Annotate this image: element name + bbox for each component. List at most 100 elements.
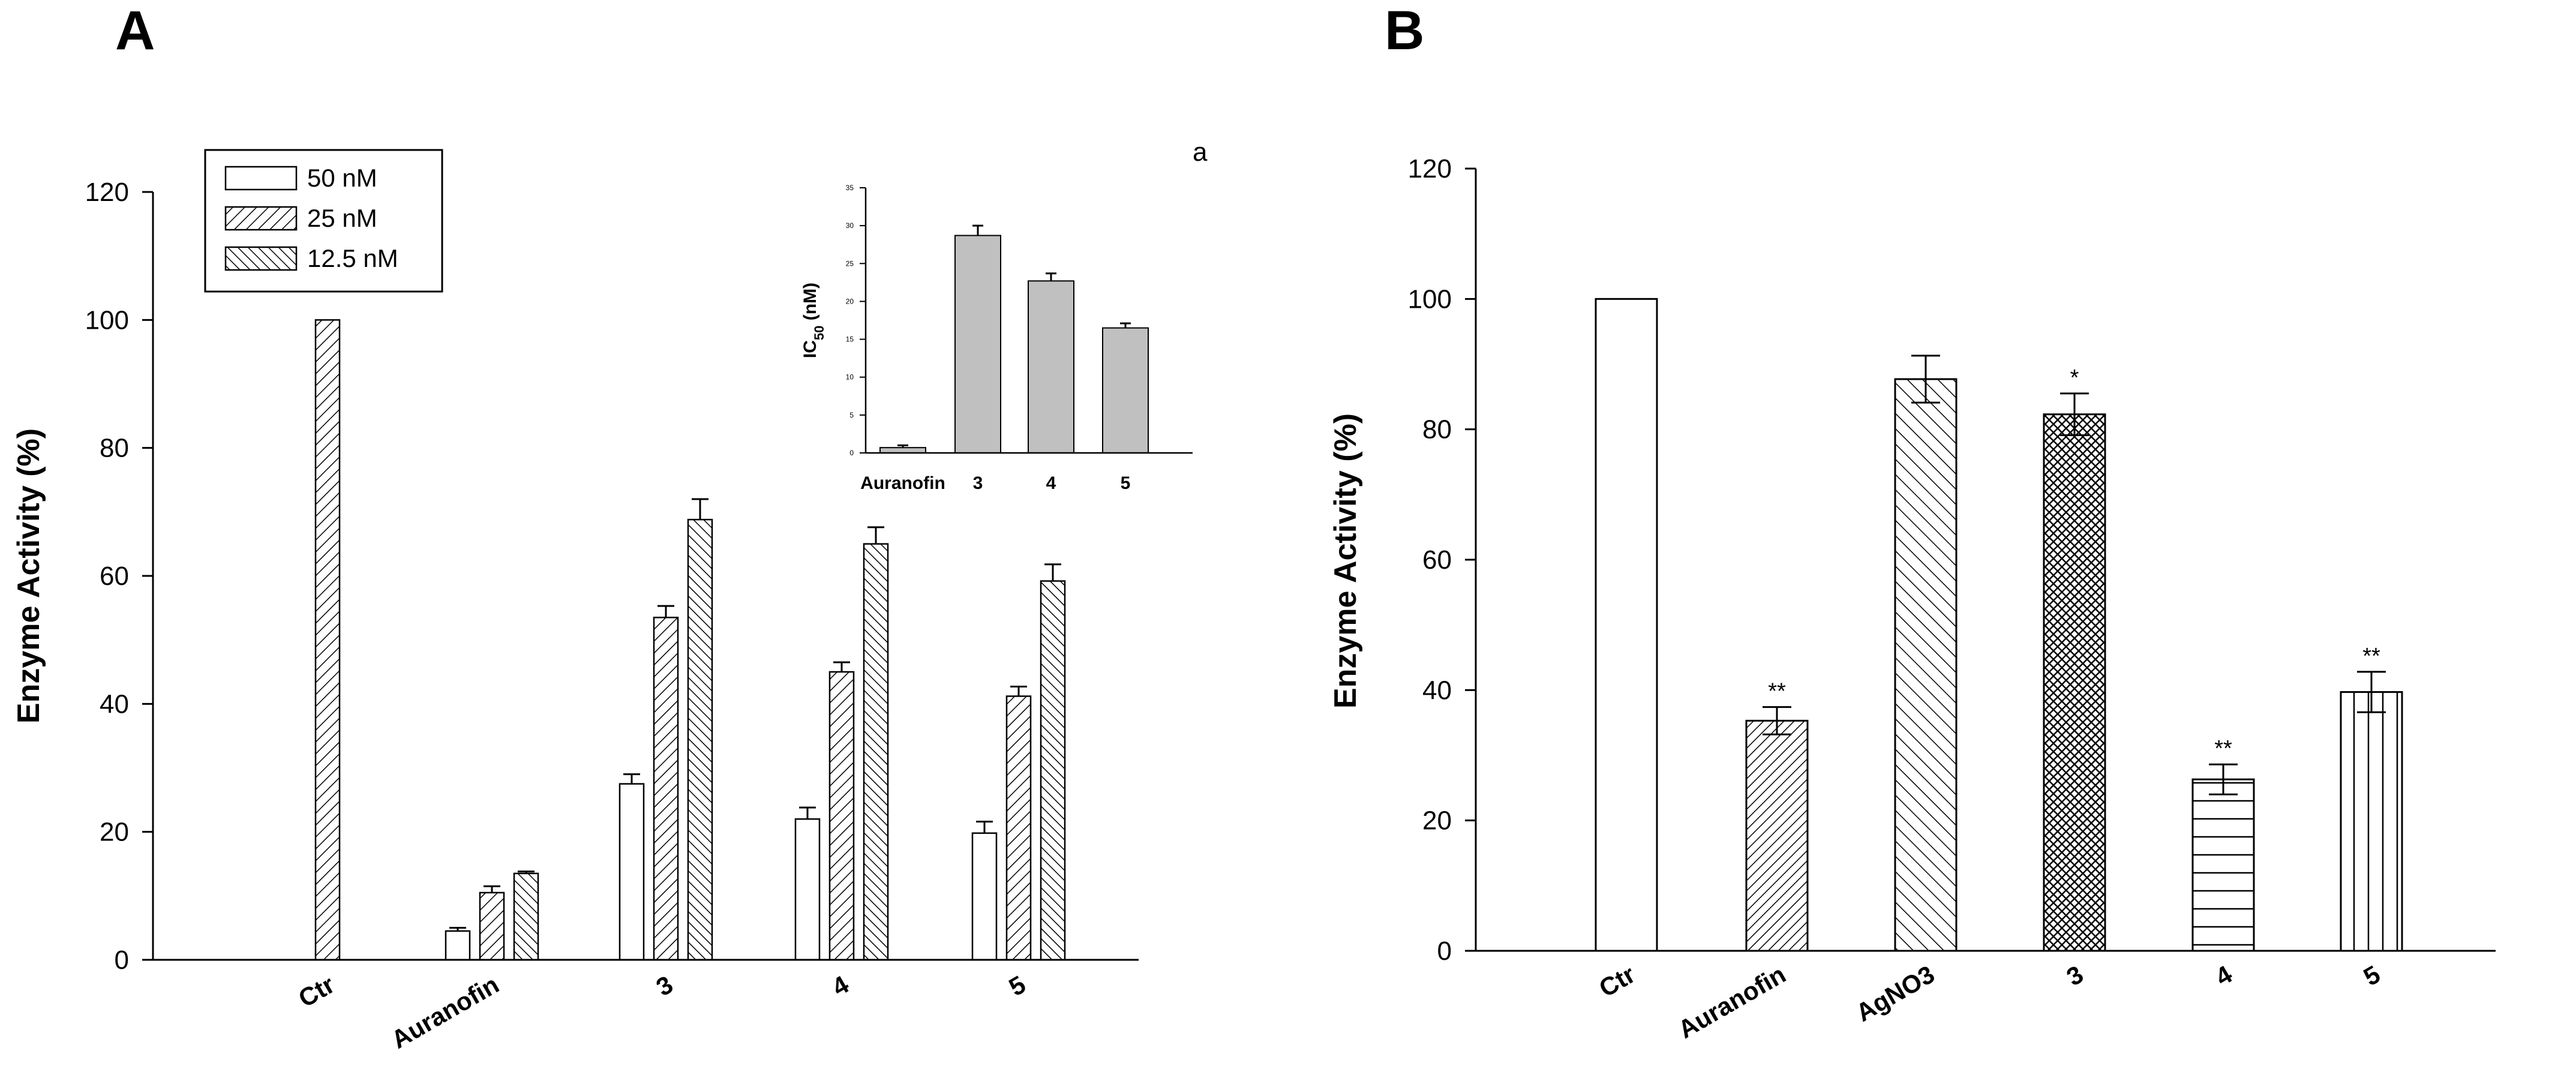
- inset-bar-5: [1102, 327, 1149, 454]
- inset-ylabel-unit: (nM): [800, 283, 820, 326]
- panel-b-bar-ctr: [1595, 298, 1658, 952]
- panel-b-error-lower-4: [2209, 779, 2238, 795]
- panel-a-error-4-50-nm: [799, 806, 816, 819]
- panel-a-bar-auranofin-50-nm: [445, 930, 471, 961]
- panel-a-error-auranofin-12-5-nm: [518, 870, 535, 873]
- inset-category-label-5: 5: [1121, 473, 1131, 493]
- panel-a-error-5-25-nm: [1010, 686, 1027, 696]
- legend-swatch-25nm: [224, 206, 298, 231]
- inset-bar-auranofin: [879, 447, 926, 454]
- legend-label-50nm: 50 nM: [307, 164, 377, 192]
- inset-y-tick-label: 20: [846, 297, 854, 305]
- legend-swatch-12-5nm: [224, 246, 298, 271]
- panel-b-error-agno3: [1911, 355, 1940, 379]
- panel-b-error-lower-5: [2357, 692, 2386, 713]
- panel-a-category-label-3: 3: [651, 970, 678, 1001]
- panel-a-error-4-12-5-nm: [867, 526, 884, 544]
- panel-a-y-axis-title: Enzyme Activity (%): [11, 428, 46, 723]
- panel-a-error-5-50-nm: [976, 821, 993, 833]
- panel-a-bar-3-25-nm: [653, 617, 679, 961]
- legend-swatch-50nm: [224, 166, 298, 191]
- panel-a-y-tick-label: 20: [100, 818, 129, 847]
- panel-b-category-label-agno3: AgNO3: [1851, 960, 1939, 1027]
- panel-a-y-tick-label: 40: [100, 689, 129, 719]
- inset-ylabel-main: IC: [800, 340, 820, 358]
- panel-b-bar-5: [2340, 691, 2403, 952]
- inset-error-3: [972, 224, 983, 236]
- inset-error-auranofin: [897, 444, 908, 448]
- panel-a-y-tick-label: 80: [100, 434, 129, 463]
- panel-b-category-label-auranofin: Auranofin: [1673, 960, 1790, 1044]
- inset-ylabel-sub: 50: [812, 326, 827, 340]
- panel-a-category-label-4: 4: [827, 970, 854, 1002]
- panel-b-error-3: [2060, 392, 2089, 415]
- panel-b-significance-3: *: [2070, 365, 2079, 391]
- panel-b-category-label-4: 4: [2211, 960, 2237, 992]
- panel-b-y-tick-label: 60: [1422, 545, 1452, 575]
- panel-b-significance-4: **: [2214, 736, 2232, 761]
- inset-bar-4: [1028, 280, 1074, 454]
- panel-a-bar-4-25-nm: [828, 671, 855, 961]
- inset-y-tick-label: 0: [849, 449, 854, 457]
- inset-y-tick-label: 15: [846, 335, 854, 344]
- panel-a-letter: A: [115, 0, 155, 61]
- panel-b-error-lower-auranofin: [1763, 720, 1791, 735]
- panel-b-y-tick-label: 0: [1437, 936, 1452, 966]
- panel-a-y-tick-label: 100: [85, 305, 129, 335]
- panel-b-bar-auranofin: [1745, 719, 1809, 952]
- inset-category-label-4: 4: [1046, 473, 1056, 493]
- panel-a-bar-3-12-5-nm: [687, 518, 713, 961]
- panel-a-bar-5-12-5-nm: [1040, 580, 1066, 961]
- panel-a-category-label-ctr: Ctr: [293, 970, 339, 1013]
- inset-y-tick-label: 5: [849, 411, 854, 419]
- panel-b-category-label-3: 3: [2062, 960, 2088, 991]
- panel-b-y-axis-title: Enzyme Activity (%): [1328, 413, 1363, 708]
- panel-a-bar-4-50-nm: [794, 818, 821, 961]
- panel-b-bar-3: [2043, 413, 2106, 952]
- panel-a-error-3-25-nm: [657, 605, 674, 618]
- panel-a-error-auranofin-50-nm: [449, 927, 466, 931]
- panel-a-error-3-50-nm: [623, 773, 640, 784]
- inset-tag: a: [1193, 137, 1208, 167]
- panel-a-category-label-auranofin: Auranofin: [386, 970, 503, 1054]
- panel-a-bar-3-50-nm: [619, 783, 645, 961]
- panel-a-bar-ctr-25-nm: [314, 319, 341, 961]
- panel-b-y-tick-label: 40: [1422, 675, 1452, 705]
- inset-error-4: [1046, 272, 1056, 281]
- inset-y-tick-label: 25: [846, 259, 854, 268]
- panel-a-bar-auranofin-25-nm: [479, 891, 505, 961]
- inset-error-5: [1120, 322, 1131, 328]
- inset-y-tick-label: 35: [846, 184, 854, 192]
- panel-a-y-tick-label: 60: [100, 561, 129, 591]
- panel-a-error-5-12-5-nm: [1044, 563, 1061, 581]
- inset-category-label-3: 3: [973, 473, 983, 493]
- panel-a-bar-4-12-5-nm: [863, 543, 889, 961]
- inset-category-label-auranofin: Auranofin: [860, 473, 945, 493]
- inset-y-tick-label: 10: [846, 373, 854, 382]
- panel-b-category-label-ctr: Ctr: [1594, 960, 1640, 1002]
- panel-b-y-tick-label: 80: [1422, 415, 1452, 445]
- inset-bar-3: [954, 235, 1001, 454]
- panel-a-error-3-12-5-nm: [692, 498, 708, 520]
- panel-a-legend: 50 nM 25 nM 12.5 nM: [204, 149, 443, 293]
- panel-b-error-auranofin: [1763, 706, 1791, 721]
- panel-a-bar-5-50-nm: [971, 832, 998, 961]
- panel-b-error-5: [2357, 671, 2386, 692]
- panel-b-y-tick-label: 20: [1422, 806, 1452, 836]
- panel-a-error-4-25-nm: [833, 661, 850, 672]
- panel-a-bar-5-25-nm: [1005, 695, 1032, 961]
- panel-a-error-auranofin-25-nm: [484, 885, 500, 893]
- legend-label-25nm: 25 nM: [307, 204, 377, 232]
- panel-a-bar-auranofin-12-5-nm: [513, 872, 539, 961]
- panel-a-inset: 0 5 10 15 20 25 30 35 Auranofin 3 4 5 IC50 (nM) a: [800, 137, 1208, 493]
- inset-y-axis-title: IC50 (nM): [800, 283, 827, 358]
- panel-a-y-tick-label: 0: [115, 945, 129, 975]
- panel-b-bar-4: [2191, 778, 2255, 952]
- panel-b-category-label-5: 5: [2359, 960, 2385, 991]
- panel-b-significance-auranofin: **: [1768, 679, 1786, 704]
- panel-b-error-lower-agno3: [1911, 379, 1940, 404]
- panel-b-error-lower-3: [2060, 414, 2089, 436]
- panel-a-category-label-5: 5: [1004, 970, 1031, 1001]
